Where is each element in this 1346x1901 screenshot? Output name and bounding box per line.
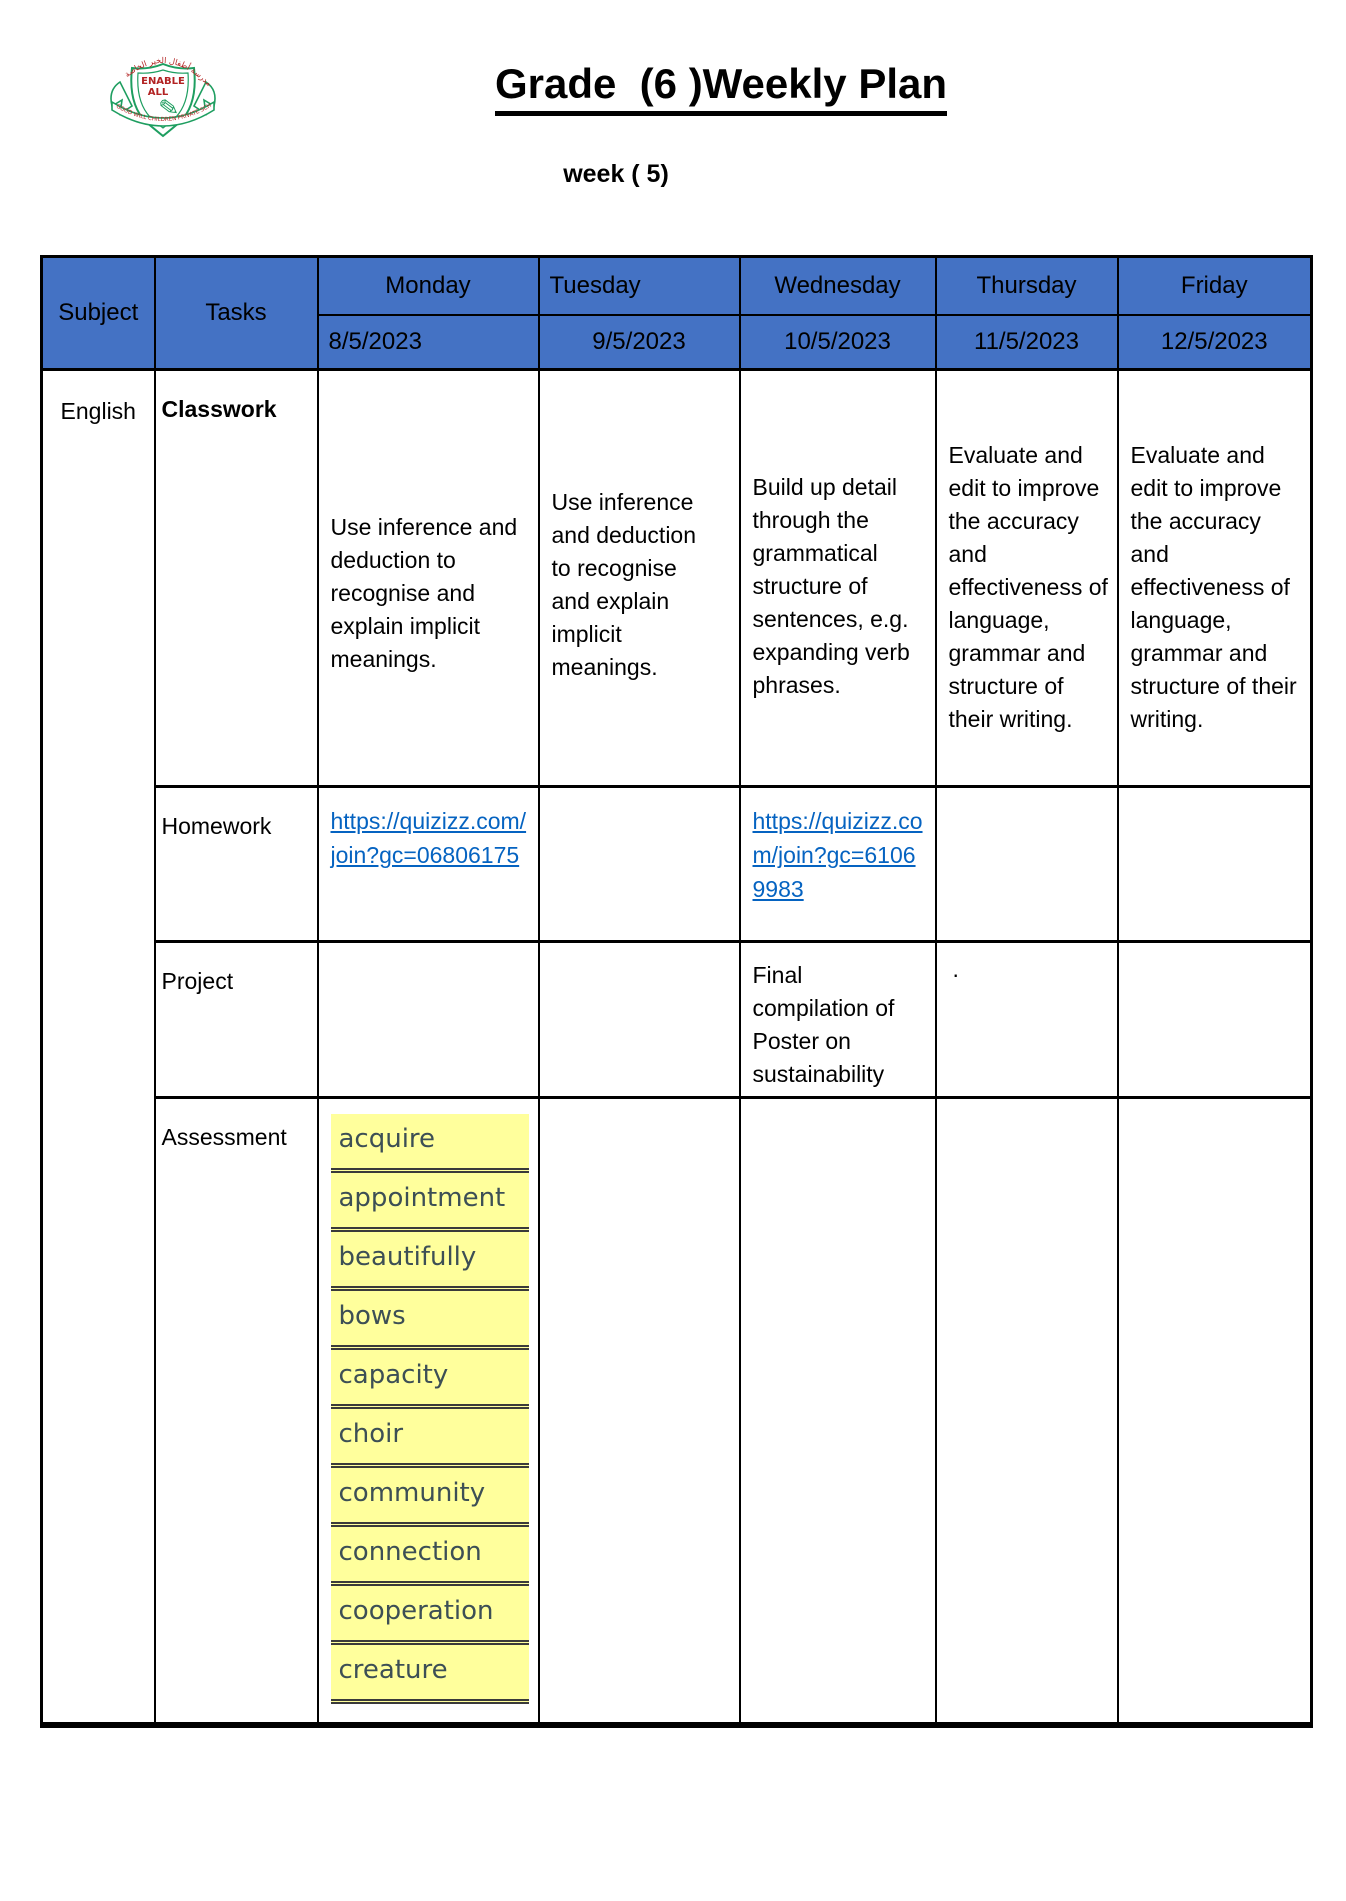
logo-motto-all: ALL bbox=[148, 87, 169, 98]
project-cell-friday bbox=[1116, 940, 1313, 1099]
homework-cell-thursday bbox=[934, 785, 1119, 943]
day-header-friday: Friday bbox=[1116, 255, 1313, 316]
assessment-word: choir bbox=[330, 1409, 529, 1468]
tasks-column-header: Tasks bbox=[153, 255, 319, 371]
classwork-cell-monday: Use inference and deduction to recognise… bbox=[316, 368, 540, 788]
day-header-thursday: Thursday bbox=[934, 255, 1119, 316]
date-cell-friday: 12/5/2023 bbox=[1116, 313, 1313, 371]
date-cell-thursday: 11/5/2023 bbox=[934, 313, 1119, 371]
assessment-word-list: acquire appointment beautifully bows cap… bbox=[320, 1101, 537, 1704]
assessment-word: bows bbox=[330, 1291, 529, 1350]
assessment-word: capacity bbox=[330, 1350, 529, 1409]
page-title-text: Grade (6 )Weekly Plan bbox=[494, 60, 948, 116]
logo-motto-enable: ENABLE bbox=[141, 76, 185, 87]
homework-cell-monday: https://quizizz.com/join?gc=06806175 bbox=[316, 785, 540, 943]
classwork-cell-wednesday: Build up detail through the grammatical … bbox=[738, 368, 937, 788]
assessment-word: community bbox=[330, 1468, 529, 1527]
logo-banner-ribbon bbox=[111, 100, 215, 127]
weekly-plan-table: Subject Tasks Monday Tuesday Wednesday T… bbox=[40, 255, 1313, 1728]
project-cell-tuesday bbox=[537, 940, 741, 1099]
subject-cell-english: English bbox=[40, 368, 156, 1726]
classwork-cell-thursday: Evaluate and edit to improve the accurac… bbox=[934, 368, 1119, 788]
assessment-cell-friday bbox=[1116, 1096, 1313, 1726]
page-title: Grade (6 )Weekly Plan bbox=[48, 60, 1346, 116]
homework-cell-tuesday bbox=[537, 785, 741, 943]
classwork-cell-friday: Evaluate and edit to improve the accurac… bbox=[1116, 368, 1313, 788]
project-cell-wednesday: Final compilation of Poster on sustainab… bbox=[738, 940, 937, 1099]
homework-link-monday[interactable]: https://quizizz.com/join?gc=06806175 bbox=[330, 808, 527, 868]
assessment-word: beautifully bbox=[330, 1232, 529, 1291]
shield-inner-line bbox=[137, 69, 189, 129]
assessment-cell-tuesday bbox=[537, 1096, 741, 1726]
classwork-cell-tuesday: Use inference and deduction to recognise… bbox=[537, 368, 741, 788]
date-cell-tuesday: 9/5/2023 bbox=[537, 313, 741, 371]
task-label-project: Project bbox=[153, 940, 319, 1099]
task-label-homework: Homework bbox=[153, 785, 319, 943]
pencil-icon: ✎ bbox=[157, 93, 181, 124]
assessment-cell-thursday bbox=[934, 1096, 1119, 1726]
day-header-tuesday: Tuesday bbox=[537, 255, 741, 316]
homework-link-wednesday[interactable]: https://quizizz.com/join?gc=61069983 bbox=[752, 808, 923, 902]
week-subtitle: week ( 5) bbox=[563, 160, 669, 188]
task-label-classwork: Classwork bbox=[153, 368, 319, 788]
school-logo: مدرسة أطفال الخير الخاصة ENABLE ALL ✎ GO… bbox=[98, 44, 216, 138]
project-cell-thursday: . bbox=[934, 940, 1119, 1099]
task-label-assessment: Assessment bbox=[153, 1096, 319, 1726]
assessment-word: creature bbox=[330, 1645, 529, 1704]
date-cell-monday: 8/5/2023 bbox=[316, 313, 540, 371]
subject-column-header: Subject bbox=[40, 255, 156, 371]
assessment-word: acquire bbox=[330, 1114, 529, 1173]
homework-cell-friday bbox=[1116, 785, 1313, 943]
project-cell-monday bbox=[316, 940, 540, 1099]
assessment-word: cooperation bbox=[330, 1586, 529, 1645]
assessment-word: appointment bbox=[330, 1173, 529, 1232]
homework-cell-wednesday: https://quizizz.com/join?gc=61069983 bbox=[738, 785, 937, 943]
assessment-cell-monday: acquire appointment beautifully bows cap… bbox=[316, 1096, 540, 1726]
assessment-cell-wednesday bbox=[738, 1096, 937, 1726]
assessment-word: connection bbox=[330, 1527, 529, 1586]
day-header-wednesday: Wednesday bbox=[738, 255, 937, 316]
day-header-monday: Monday bbox=[316, 255, 540, 316]
date-cell-wednesday: 10/5/2023 bbox=[738, 313, 937, 371]
